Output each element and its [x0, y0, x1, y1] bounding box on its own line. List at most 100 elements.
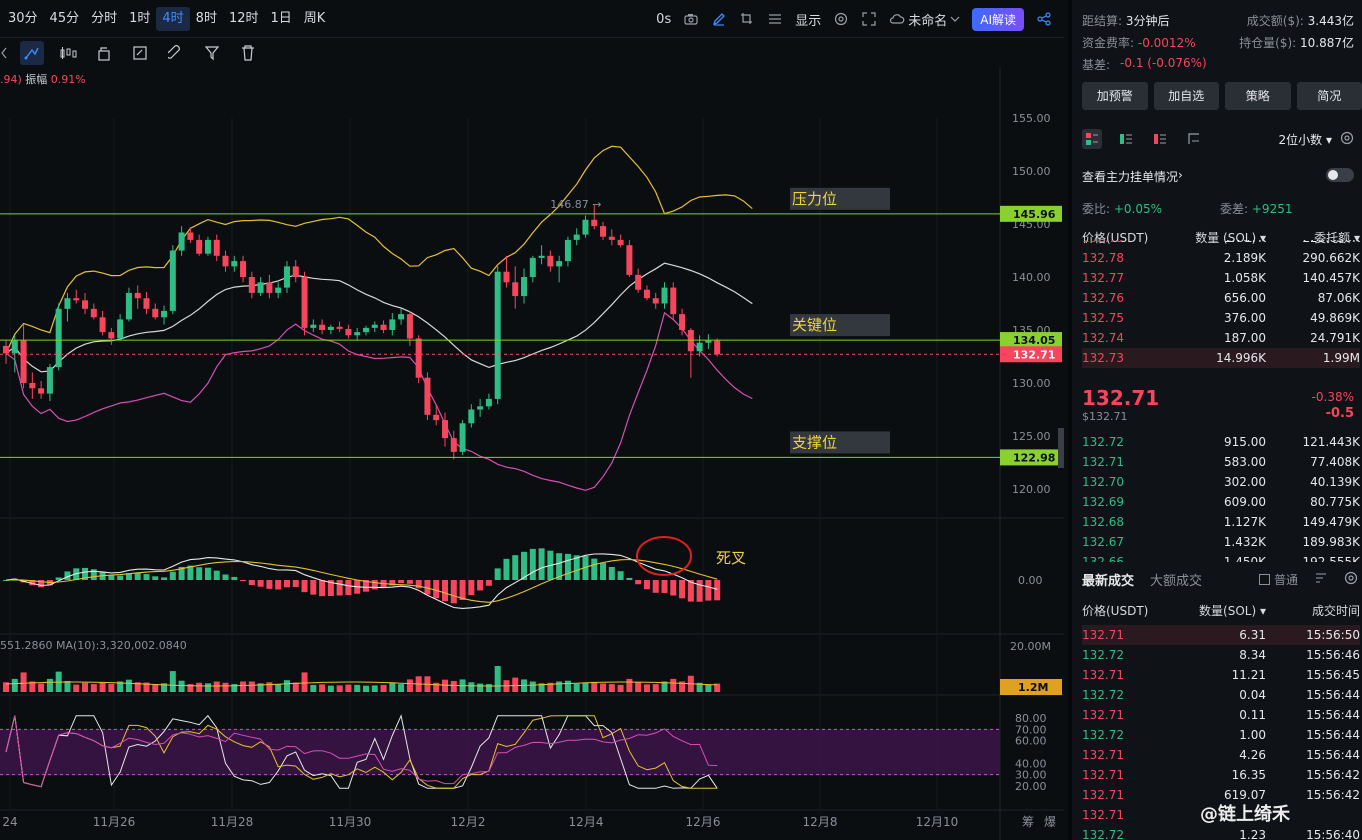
- overview-button[interactable]: 简况: [1296, 82, 1362, 110]
- trade-row[interactable]: 132.72 0.04 15:56:44: [1082, 685, 1360, 705]
- filter-icon[interactable]: [200, 41, 224, 65]
- pen-icon[interactable]: [711, 11, 727, 27]
- timeframe-8[interactable]: 周K: [303, 10, 326, 26]
- ask-cell-extra: 24.791K: [1310, 331, 1360, 345]
- volume-max-label: 20.00M: [1010, 640, 1051, 653]
- candle-body: [187, 232, 194, 240]
- settle-value: 3分钟后: [1125, 14, 1170, 28]
- asks-view-icon[interactable]: [1150, 129, 1170, 149]
- whale-orders-link[interactable]: 查看主力挂单情况: [1082, 170, 1179, 184]
- edit-note-icon[interactable]: [128, 41, 152, 65]
- ask-row[interactable]: 132.78 2.189K 290.662K: [1082, 248, 1360, 268]
- candle-type-icon[interactable]: [56, 41, 80, 65]
- bid-row[interactable]: 132.69 609.00 80.775K: [1082, 492, 1360, 512]
- tab-latest-trades[interactable]: 最新成交: [1082, 574, 1135, 589]
- trade-cell-amount: 0.11: [1239, 708, 1266, 722]
- both-sides-view-icon[interactable]: [1082, 129, 1102, 149]
- bids-view-icon[interactable]: [1116, 129, 1136, 149]
- ask-row[interactable]: 132.791.707K226.650K: [1082, 240, 1360, 248]
- trades-settings-icon[interactable]: [1344, 571, 1358, 589]
- fullscreen-icon[interactable]: [861, 11, 877, 27]
- decimals-selector[interactable]: 2位小数 ▾: [1278, 133, 1332, 147]
- display-button[interactable]: 显示: [795, 13, 822, 29]
- normal-filter[interactable]: 普通: [1258, 571, 1298, 588]
- ob-header-amount[interactable]: 数量 (SOL) ▾: [1195, 231, 1266, 245]
- trade-cell-extra: 15:56:44: [1306, 708, 1360, 722]
- high-marker: 146.87 →: [550, 198, 601, 211]
- date-axis-label: 12月10: [916, 815, 959, 829]
- trade-header-amount[interactable]: 数量(SOL) ▾: [1199, 604, 1266, 618]
- bid-row[interactable]: 132.67 1.432K 189.983K: [1082, 532, 1360, 552]
- orderbook-settings-icon[interactable]: [1340, 131, 1354, 148]
- bid-row[interactable]: 132.70 302.00 40.139K: [1082, 472, 1360, 492]
- lock-icon[interactable]: [92, 41, 116, 65]
- trade-cell-price: 132.72: [1082, 828, 1124, 840]
- camera-icon[interactable]: [683, 11, 699, 27]
- trade-row[interactable]: 132.71 6.31 15:56:50: [1082, 625, 1360, 645]
- timeframe-5[interactable]: 8时: [195, 10, 217, 26]
- candle-body: [600, 226, 607, 237]
- price-chart[interactable]: 155.00150.00145.00140.00135.00130.00125.…: [0, 68, 1064, 840]
- ask-row[interactable]: 132.76 656.00 87.06K: [1082, 288, 1360, 308]
- trade-row[interactable]: 132.72 1.00 15:56:44: [1082, 725, 1360, 745]
- timeframe-1[interactable]: 45分: [49, 10, 80, 26]
- layout-selector[interactable]: 未命名: [889, 10, 960, 29]
- trade-row[interactable]: 132.71 619.07 15:56:42: [1082, 785, 1360, 805]
- candle-body: [336, 326, 343, 329]
- crosshair-icon[interactable]: [0, 41, 8, 65]
- ob-header-total[interactable]: 委托额 ▾: [1314, 231, 1360, 245]
- trade-row[interactable]: 132.71: [1082, 805, 1360, 825]
- ask-row[interactable]: 132.77 1.058K 140.457K: [1082, 268, 1360, 288]
- whale-orders-toggle[interactable]: [1326, 168, 1354, 182]
- bid-row[interactable]: 132.66 1.450K 192.555K: [1082, 552, 1360, 562]
- settings-icon[interactable]: [833, 11, 849, 27]
- trade-row[interactable]: 132.71 4.26 15:56:44: [1082, 745, 1360, 765]
- ai-interpret-button[interactable]: AI解读: [972, 7, 1024, 31]
- macd-histogram-bar: [319, 580, 326, 597]
- chart-area[interactable]: 30分 45分 分时 1时 4时 8时 12时 1日 周K 0s 显示 未命名 AI解读: [0, 0, 1064, 840]
- timeframe-3[interactable]: 1时: [129, 10, 151, 26]
- candle-body: [398, 314, 405, 320]
- strategy-button[interactable]: 策略: [1225, 82, 1291, 110]
- add-watchlist-button[interactable]: 加自选: [1153, 82, 1219, 110]
- ask-cell-extra: 49.869K: [1310, 311, 1360, 325]
- timeframe-2[interactable]: 分时: [91, 10, 118, 26]
- sort-icon[interactable]: [1314, 571, 1328, 589]
- candle-body: [679, 314, 686, 330]
- macd-histogram-bar: [143, 574, 150, 580]
- bid-row[interactable]: 132.72 915.00 121.443K: [1082, 432, 1360, 452]
- trade-row[interactable]: 132.72 8.34 15:56:46: [1082, 645, 1360, 665]
- share-icon[interactable]: [1036, 11, 1052, 27]
- ask-row[interactable]: 132.75 376.00 49.869K: [1082, 308, 1360, 328]
- trade-row[interactable]: 132.72 1.23 15:56:40: [1082, 825, 1360, 840]
- ob-header-total-label: 委托额: [1314, 231, 1351, 245]
- trend-line-icon[interactable]: [20, 41, 44, 65]
- trades-header: 价格(USDT) 数量(SOL) ▾ 成交时间: [1082, 601, 1360, 621]
- ask-row[interactable]: 132.74 187.00 24.791K: [1082, 328, 1360, 348]
- trade-row[interactable]: 132.71 16.35 15:56:42: [1082, 765, 1360, 785]
- add-alert-button[interactable]: 加预警: [1082, 82, 1148, 110]
- timeframe-7[interactable]: 1日: [270, 10, 292, 26]
- timeframe-4[interactable]: 4时: [156, 6, 190, 31]
- macd-histogram-bar: [292, 580, 299, 587]
- checkbox-icon[interactable]: [1258, 574, 1270, 585]
- magnet-icon[interactable]: [164, 41, 188, 65]
- volume-bar: [125, 679, 132, 692]
- list-icon[interactable]: [767, 11, 783, 27]
- bid-row[interactable]: 132.71 583.00 77.408K: [1082, 452, 1360, 472]
- trash-icon[interactable]: [236, 41, 260, 65]
- volume-bar: [626, 678, 633, 692]
- bid-row[interactable]: 132.68 1.127K 149.479K: [1082, 512, 1360, 532]
- indicator-legend: .94) 振幅 0.91%: [0, 71, 86, 87]
- trade-row[interactable]: 132.71 11.21 15:56:45: [1082, 665, 1360, 685]
- timeframe-0[interactable]: 30分: [8, 10, 38, 26]
- ask-row[interactable]: 132.73 14.996K 1.99M: [1082, 348, 1360, 368]
- tab-large-trades[interactable]: 大额成交: [1150, 574, 1203, 589]
- bollinger-lower-line: [5, 311, 753, 491]
- trade-row[interactable]: 132.71 0.11 15:56:44: [1082, 705, 1360, 725]
- crop-icon[interactable]: [739, 11, 755, 27]
- depth-view-icon[interactable]: [1184, 129, 1204, 149]
- candle-body: [512, 282, 519, 297]
- volume-bar: [319, 684, 326, 692]
- timeframe-6[interactable]: 12时: [228, 10, 259, 26]
